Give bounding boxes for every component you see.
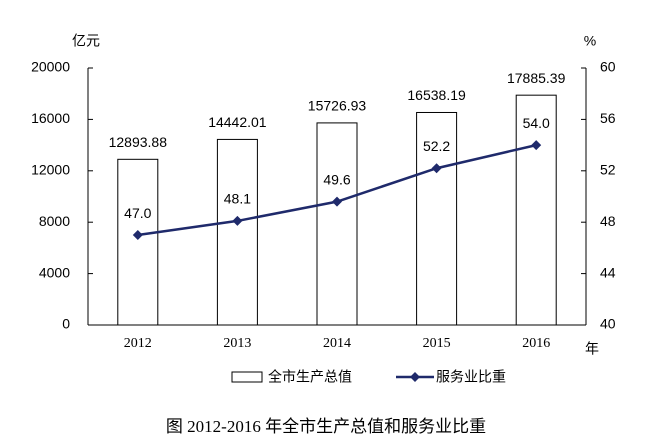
value-label-bg — [319, 171, 355, 190]
line-value-label: 49.6 — [323, 171, 350, 187]
line-marker — [531, 140, 542, 151]
x-tick-label: 2014 — [323, 336, 351, 351]
y2-tick-label: 52 — [600, 162, 616, 178]
y-tick-label: 20000 — [31, 59, 70, 75]
line-value-label: 52.2 — [423, 138, 450, 154]
legend-label: 服务业比重 — [436, 369, 506, 385]
x-tick-label: 2012 — [124, 336, 152, 351]
x-tick-label: 2016 — [522, 336, 550, 351]
x-tick-label: 2015 — [423, 336, 451, 351]
legend-label: 全市生产总值 — [268, 369, 352, 385]
line-value-label: 47.0 — [124, 205, 151, 221]
bar — [515, 94, 557, 326]
bar — [117, 158, 159, 326]
caption: 图 2012-2016 年全市生产总值和服务业比重 — [166, 417, 486, 434]
line-marker — [132, 230, 143, 241]
y2-tick-label: 56 — [600, 110, 616, 126]
line-value-label: 48.1 — [224, 191, 251, 207]
y-axis-label: 亿元 — [72, 33, 100, 49]
line-marker — [431, 163, 442, 174]
x-axis-label: 年 — [585, 341, 599, 357]
line-value-label: 54.0 — [523, 115, 550, 131]
y2-tick-label: 40 — [600, 316, 616, 332]
y-tick-label: 8000 — [39, 213, 70, 229]
legend-swatch — [231, 371, 263, 383]
bar-value-label: 14442.01 — [208, 114, 267, 130]
bar-value-label: 17885.39 — [507, 70, 566, 86]
y2-tick-label: 44 — [600, 264, 616, 280]
value-label-bg — [219, 190, 256, 209]
legend-marker — [410, 372, 420, 382]
y2-axis-label: % — [584, 33, 596, 49]
value-label-bg — [119, 205, 156, 224]
y-tick-label: 16000 — [31, 110, 70, 126]
x-tick-label: 2013 — [223, 336, 251, 351]
bar-value-label: 16538.19 — [407, 87, 466, 103]
bar — [216, 138, 258, 326]
y2-tick-label: 48 — [600, 213, 616, 229]
value-label-bg — [418, 138, 455, 157]
y-tick-label: 0 — [62, 316, 70, 332]
y2-tick-label: 60 — [600, 59, 616, 75]
bar-value-label: 15726.93 — [308, 98, 367, 114]
bar-value-label: 12893.88 — [109, 134, 168, 150]
value-label-bg — [518, 115, 555, 134]
y-tick-label: 4000 — [39, 264, 70, 280]
y-tick-label: 12000 — [31, 162, 70, 178]
line-marker — [332, 196, 342, 207]
line-marker — [232, 215, 243, 226]
bar — [316, 122, 358, 326]
